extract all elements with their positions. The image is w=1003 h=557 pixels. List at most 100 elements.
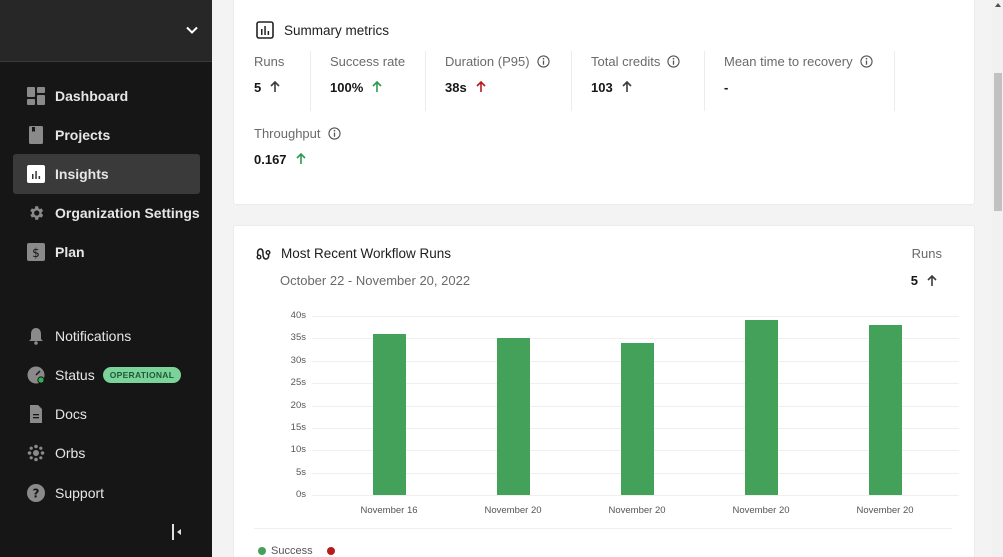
dollar-icon: $ <box>27 243 45 261</box>
sidebar-item-organization-settings[interactable]: Organization Settings <box>13 193 200 233</box>
y-tick: 40s <box>290 310 306 321</box>
org-switcher[interactable] <box>0 0 212 62</box>
metric-throughput: Throughput 0.167 <box>234 123 384 183</box>
bar-success[interactable] <box>373 334 406 495</box>
sidebar-item-projects[interactable]: Projects <box>13 115 200 155</box>
main-content: Summary metrics Runs 5 Success rate 100%… <box>212 0 992 557</box>
metric-success-rate: Success rate 100% <box>310 51 425 111</box>
workflow-runs-header: Most Recent Workflow Runs <box>256 246 451 261</box>
metric-runs: Runs 5 <box>234 51 309 111</box>
sidebar-item-insights[interactable]: Insights <box>13 154 200 194</box>
y-tick: 35s <box>290 332 306 343</box>
sidebar-item-label: Insights <box>55 166 109 182</box>
arrow-up-icon <box>927 274 937 286</box>
runs-count: 5 <box>911 273 937 288</box>
arrow-up-icon <box>270 81 280 92</box>
chevron-down-icon[interactable] <box>184 22 200 38</box>
arrow-up-icon <box>622 81 632 92</box>
bell-icon <box>27 327 45 345</box>
sidebar-item-label: Support <box>55 485 105 501</box>
legend-success-label[interactable]: Success <box>271 545 313 557</box>
arrow-up-icon <box>476 81 486 92</box>
metric-label: Throughput <box>254 125 321 141</box>
sidebar-item-label: Orbs <box>55 445 86 461</box>
metric-mean-time-to-recovery: Mean time to recovery - <box>704 51 894 111</box>
runs-label: Runs <box>911 246 942 261</box>
status-gauge-icon <box>27 366 45 384</box>
sidebar-item-docs[interactable]: Docs <box>13 394 200 434</box>
sidebar-item-label: Projects <box>55 127 111 143</box>
metric-label: Success rate <box>330 53 406 69</box>
info-icon[interactable] <box>536 54 550 68</box>
y-tick: 10s <box>290 444 306 455</box>
bar-success[interactable] <box>869 325 902 495</box>
help-icon: ? <box>27 484 45 502</box>
legend-success-dot <box>258 547 266 555</box>
chart-legend: Success <box>258 545 340 557</box>
sidebar-item-support[interactable]: ? Support <box>13 473 200 513</box>
y-tick: 25s <box>290 377 306 388</box>
y-tick: 20s <box>290 400 306 411</box>
sidebar-item-label: Docs <box>55 406 87 422</box>
metric-label: Total credits <box>591 53 661 69</box>
svg-text:?: ? <box>33 487 40 501</box>
bar-success[interactable] <box>497 338 530 495</box>
sidebar-item-dashboard[interactable]: Dashboard <box>13 76 200 116</box>
workflow-runs-title: Most Recent Workflow Runs <box>281 246 452 261</box>
metric-value: 0.167 <box>254 151 287 167</box>
sidebar-item-label: Notifications <box>55 328 132 344</box>
sidebar-item-label: Organization Settings <box>55 205 200 221</box>
metric-value: 100% <box>330 79 364 95</box>
workflow-icon <box>256 247 271 260</box>
dashboard-icon <box>27 87 45 105</box>
legend-failed-dot[interactable] <box>326 547 335 555</box>
svg-text:$: $ <box>32 246 40 260</box>
sidebar-item-label: Plan <box>55 244 85 260</box>
metric-value: 103 <box>591 79 613 95</box>
gear-icon <box>27 204 45 222</box>
metric-duration-p95: Duration (P95) 38s <box>425 51 570 111</box>
info-icon[interactable] <box>327 126 341 140</box>
bar-success[interactable] <box>621 343 654 495</box>
bar-chart: 40s 35s 30s 25s 20s 15s 10s 5s 0s Novemb… <box>254 310 959 527</box>
x-tick: November 20 <box>484 505 542 516</box>
x-tick: November 20 <box>608 505 666 516</box>
x-tick: November 16 <box>360 505 418 516</box>
scroll-up-arrow-icon[interactable] <box>995 3 1001 7</box>
arrow-up-icon <box>372 81 382 92</box>
chart-icon <box>256 21 274 39</box>
scroll-thumb[interactable] <box>994 73 1002 211</box>
sidebar-item-status[interactable]: Status OPERATIONAL <box>13 355 200 395</box>
summary-metrics-title: Summary metrics <box>284 22 390 38</box>
y-tick: 15s <box>290 422 306 433</box>
document-icon <box>27 405 45 423</box>
y-tick: 5s <box>295 467 306 478</box>
metric-value: - <box>724 79 729 95</box>
info-icon[interactable] <box>667 54 681 68</box>
metric-label: Mean time to recovery <box>724 53 853 69</box>
projects-icon <box>27 126 45 144</box>
metric-label: Duration (P95) <box>445 53 530 69</box>
x-tick: November 20 <box>732 505 790 516</box>
status-badge: OPERATIONAL <box>102 367 182 383</box>
x-tick: November 20 <box>856 505 914 516</box>
summary-metrics-card: Summary metrics Runs 5 Success rate 100%… <box>233 0 975 205</box>
metric-label: Runs <box>254 53 285 69</box>
summary-metrics-header: Summary metrics <box>256 21 389 39</box>
sidebar-item-notifications[interactable]: Notifications <box>13 316 200 356</box>
metric-value: 38s <box>445 79 467 95</box>
arrow-up-icon <box>295 153 306 164</box>
metric-total-credits: Total credits 103 <box>571 51 704 111</box>
sidebar-item-label: Status <box>55 367 95 383</box>
sidebar-item-orbs[interactable]: Orbs <box>13 433 200 473</box>
workflow-runs-card: Most Recent Workflow Runs October 22 - N… <box>233 225 975 557</box>
info-icon[interactable] <box>859 54 873 68</box>
y-tick: 0s <box>295 489 306 500</box>
sidebar: Dashboard Projects Insights Organization… <box>0 0 212 557</box>
bar-success[interactable] <box>745 320 778 495</box>
page-scrollbar[interactable] <box>992 0 1003 557</box>
collapse-sidebar-icon[interactable] <box>170 523 184 541</box>
insights-icon <box>27 165 45 183</box>
sidebar-item-plan[interactable]: $ Plan <box>13 232 200 272</box>
runs-value: 5 <box>910 273 918 288</box>
